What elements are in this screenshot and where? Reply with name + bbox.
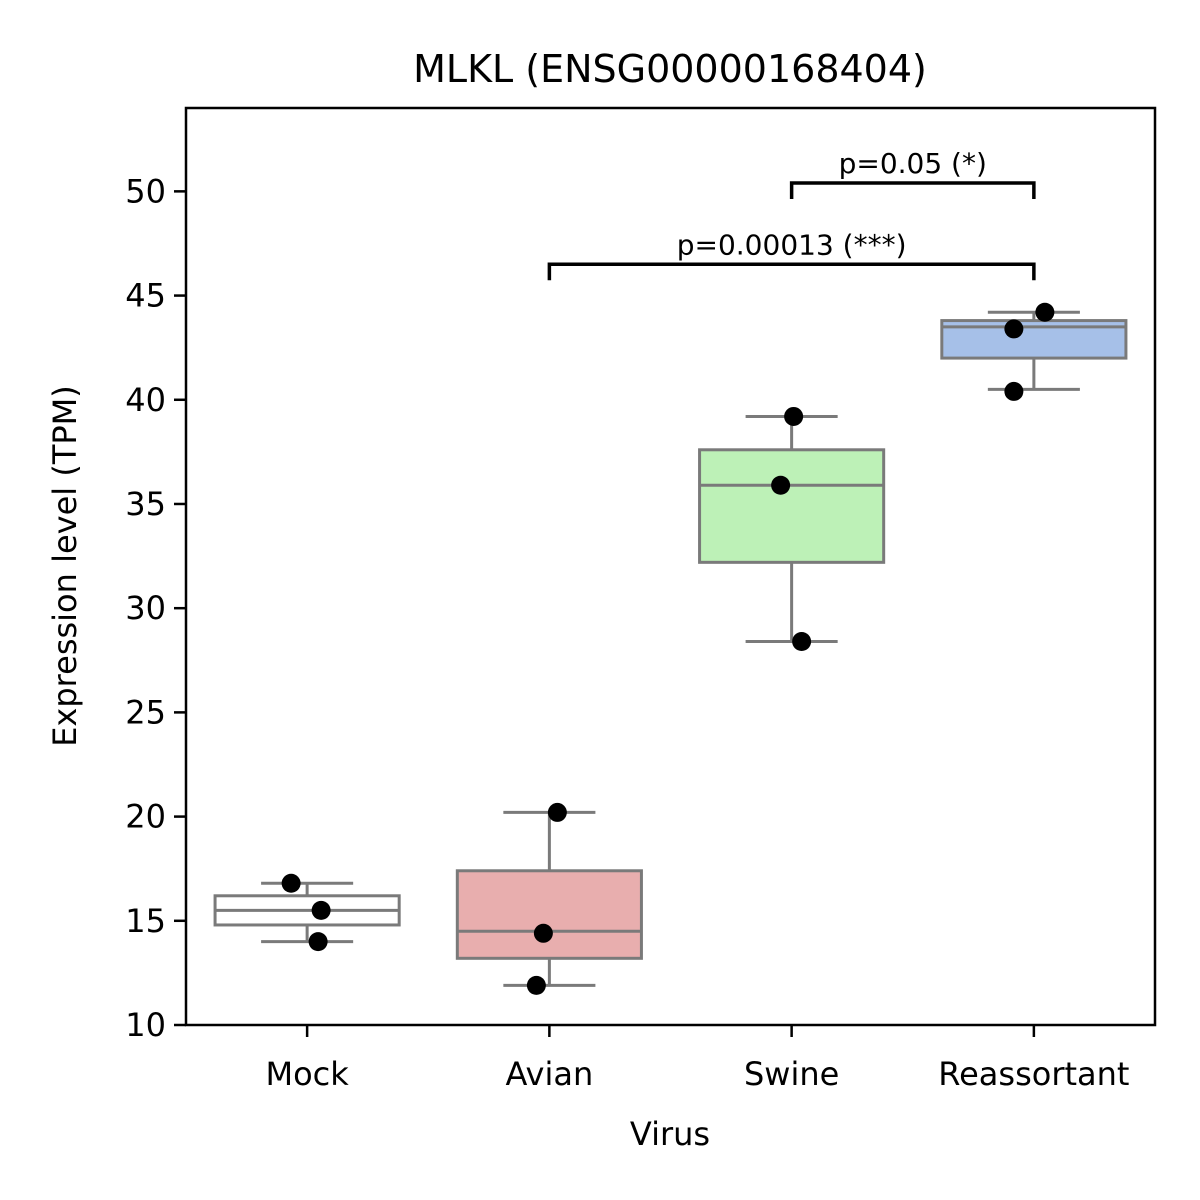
y-tick-label: 30: [125, 589, 166, 627]
data-point: [533, 923, 553, 943]
data-point: [308, 932, 328, 952]
y-tick-label: 25: [125, 693, 166, 731]
y-tick-label: 20: [125, 798, 166, 836]
axes: 10 15 20 25 30 35 40 45 50 Mock Avian Swine Reassort…: [125, 172, 1129, 1093]
box-iqr: [455, 869, 643, 960]
p-value-label: p=0.05 (*): [839, 147, 987, 180]
bracket-line: [547, 262, 1036, 281]
box-iqr: [698, 448, 886, 564]
x-tick-label: Avian: [506, 1055, 594, 1093]
box-avian: [455, 802, 643, 995]
data-point: [311, 900, 331, 920]
plot-frame: [184, 106, 1157, 1027]
data-point: [792, 632, 812, 652]
box-swine: [698, 406, 886, 652]
y-tick-label: 45: [125, 277, 166, 315]
data-point: [1004, 319, 1024, 339]
box-mock: [213, 873, 401, 952]
significance-bracket: p=0.05 (*): [789, 147, 1036, 200]
data-point: [771, 475, 791, 495]
significance-bracket: p=0.00013 (***): [547, 228, 1036, 281]
chart-title: MLKL (ENSG00000168404): [413, 47, 927, 91]
data-point: [281, 873, 301, 893]
x-tick-label: Mock: [265, 1055, 349, 1093]
y-tick-label: 10: [125, 1006, 166, 1044]
box-reassortant: [940, 302, 1128, 401]
data-point: [1035, 302, 1055, 322]
data-point: [547, 802, 567, 822]
x-tick-label: Reassortant: [938, 1055, 1129, 1093]
bracket-line: [789, 181, 1036, 200]
y-tick-label: 35: [125, 485, 166, 523]
y-tick-label: 15: [125, 902, 166, 940]
plot-area: p=0.00013 (***) p=0.05 (*): [213, 147, 1128, 995]
x-tick-label: Swine: [744, 1055, 839, 1093]
data-point: [784, 406, 804, 426]
data-point: [526, 975, 546, 995]
p-value-label: p=0.00013 (***): [677, 228, 907, 261]
data-point: [1004, 381, 1024, 401]
y-axis-label: Expression level (TPM): [46, 385, 84, 747]
y-tick-label: 40: [125, 381, 166, 419]
x-axis-label: Virus: [630, 1115, 710, 1153]
y-tick-label: 50: [125, 172, 166, 210]
